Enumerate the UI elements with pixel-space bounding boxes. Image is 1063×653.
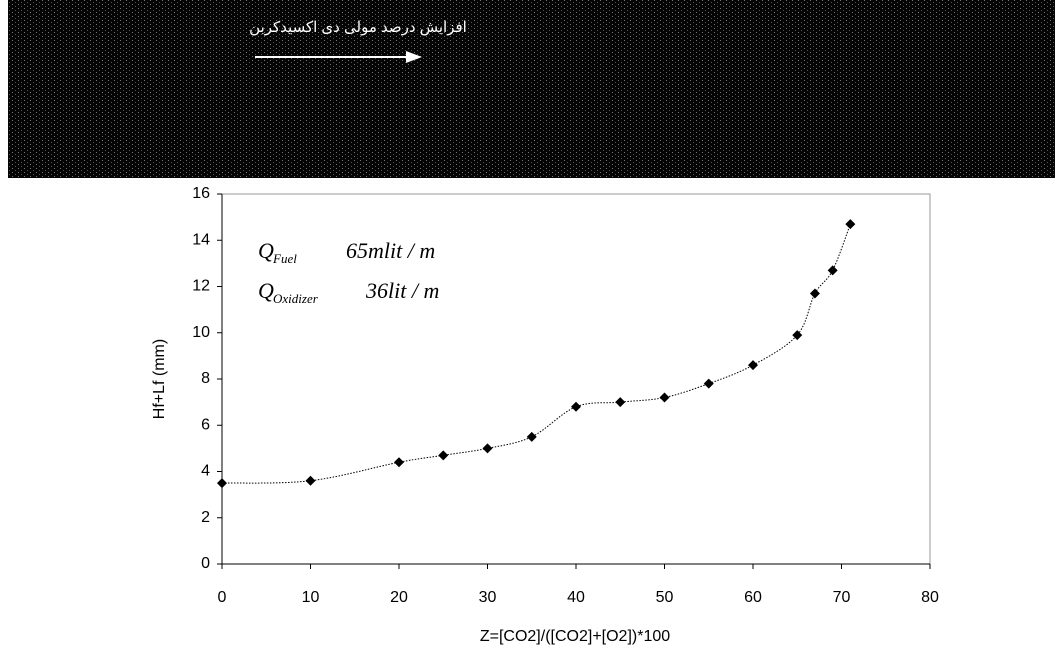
x-axis-label: Z=[CO2]/([CO2]+[O2])*100 <box>480 628 670 645</box>
y-tick-label: 0 <box>201 555 210 572</box>
y-tick-label: 14 <box>192 231 210 248</box>
x-tick-label: 70 <box>833 589 851 606</box>
photo-strip <box>8 0 1055 178</box>
x-tick-label: 40 <box>567 589 585 606</box>
data-point <box>792 330 803 341</box>
y-tick-label: 2 <box>201 509 210 526</box>
data-point <box>748 360 758 371</box>
annotation-text: 65mlit / m <box>346 238 435 263</box>
data-point <box>615 397 626 408</box>
x-tick-label: 10 <box>302 589 320 606</box>
data-point <box>438 450 449 461</box>
annotation-symbol: Q <box>258 278 274 303</box>
annotations: Q Fuel 65mlit / mQ Oxidizer 36lit / m <box>258 238 439 306</box>
data-line <box>221 223 851 484</box>
y-axis-label: Hf+Lf (mm) <box>151 339 168 419</box>
x-tick-label: 0 <box>218 589 227 606</box>
data-point <box>526 431 537 442</box>
data-point <box>571 401 581 412</box>
banner-text: افزایش درصد مولی دی اکسیدکربن <box>249 19 467 36</box>
data-point <box>703 378 714 389</box>
y-tick-label: 10 <box>192 324 210 341</box>
y-tick-label: 8 <box>201 370 210 387</box>
x-tick-label: 30 <box>479 589 497 606</box>
y-tick-label: 12 <box>192 278 210 295</box>
y-tick-label: 16 <box>192 185 210 202</box>
annotation-subscript: Fuel <box>272 251 297 266</box>
y-tick-label: 4 <box>201 463 210 480</box>
y-tick-label: 6 <box>201 416 210 433</box>
data-point <box>809 288 820 299</box>
data-point <box>827 265 838 276</box>
data-point <box>659 392 670 403</box>
x-tick-label: 80 <box>921 589 939 606</box>
x-tick-label: 50 <box>656 589 674 606</box>
data-point <box>482 443 493 454</box>
x-tick-label: 60 <box>744 589 762 606</box>
data-point <box>305 475 316 486</box>
annotation-text: 36lit / m <box>365 278 439 303</box>
data-point <box>394 457 404 468</box>
plot-frame <box>221 193 931 565</box>
x-tick-label: 20 <box>390 589 408 606</box>
arrow-head <box>406 51 422 63</box>
data-point <box>845 219 856 230</box>
data-point <box>217 478 227 489</box>
annotation-subscript: Oxidizer <box>273 291 319 306</box>
annotation-symbol: Q <box>258 238 274 263</box>
